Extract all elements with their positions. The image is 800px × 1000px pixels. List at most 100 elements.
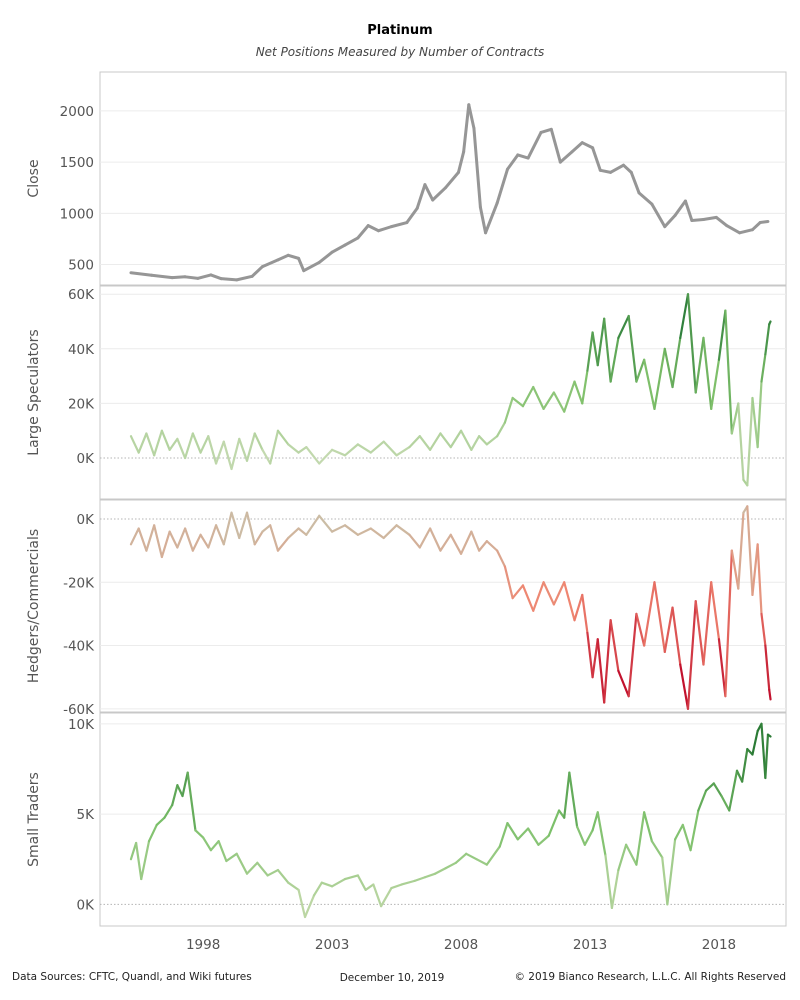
line-segment [653, 581, 666, 653]
line-segment [586, 331, 594, 372]
line-segment [697, 789, 708, 812]
panel-frame [99, 71, 787, 286]
line-segment [751, 396, 759, 449]
line-segment [635, 612, 646, 647]
line-segment [191, 533, 202, 552]
line-segment [318, 514, 334, 533]
line-segment [312, 881, 323, 897]
line-segment [184, 527, 194, 552]
line-segment [563, 581, 576, 622]
line-segment [238, 437, 249, 462]
line-segment [661, 856, 669, 906]
line-segment [129, 527, 140, 546]
line-segment [717, 638, 727, 698]
line-segment [741, 748, 749, 783]
line-segment [735, 769, 744, 783]
line-segment [552, 391, 566, 413]
y-tick-label: -60K [63, 702, 95, 718]
line-segment [444, 861, 457, 870]
line-segment [150, 273, 174, 280]
line-segment [297, 888, 307, 919]
line-segment [768, 320, 772, 326]
line-segment [549, 127, 562, 164]
y-tick-label: -40K [63, 639, 95, 655]
x-axis: 1998 2003 2008 2013 2018 [186, 937, 736, 953]
line-segment [532, 581, 545, 612]
line-segment [330, 243, 347, 254]
y-tick-label: 0K [77, 512, 96, 528]
line-segment [199, 435, 210, 454]
line-segment [459, 429, 473, 451]
panel-small_traders: 0K 5K 10K Small Traders [26, 712, 787, 927]
line-segment [163, 803, 174, 819]
line-segment [591, 331, 599, 367]
footer-copyright: © 2019 Bianco Research, L.L.C. All Right… [514, 971, 786, 983]
line-segment [408, 435, 421, 449]
line-segment [186, 771, 197, 832]
line-segment [305, 446, 321, 465]
line-segment [663, 213, 677, 229]
line-segment [511, 584, 525, 600]
line-segment [418, 435, 432, 451]
line-segment [245, 432, 256, 462]
line-segment [256, 861, 269, 877]
line-segment [160, 530, 171, 559]
line-segment [470, 435, 481, 451]
line-segment [207, 435, 218, 465]
line-segment [343, 443, 359, 457]
line-segment [250, 265, 264, 278]
line-segment [526, 130, 543, 160]
line-segment [663, 347, 674, 389]
line-segment [764, 323, 771, 356]
y-tick-label: 0K [77, 451, 96, 467]
line-segment [704, 782, 715, 792]
line-segment [737, 511, 745, 590]
line-segment [235, 274, 254, 282]
line-segment [694, 336, 705, 394]
line-segment [485, 540, 499, 552]
line-segment [724, 309, 733, 435]
line-segment [622, 163, 633, 174]
line-segment [568, 771, 579, 828]
line-segment [147, 823, 158, 843]
line-segment [317, 250, 334, 264]
line-segment [191, 432, 202, 454]
line-segment [717, 309, 727, 361]
line-segment [746, 505, 754, 597]
line-segment [276, 253, 290, 262]
line-segment [689, 809, 700, 852]
line-segment [527, 827, 540, 846]
line-segment [539, 127, 553, 134]
line-segment [369, 527, 385, 540]
line-segment [303, 894, 316, 919]
line-segment [439, 533, 452, 552]
line-segment [238, 511, 249, 540]
line-segment [674, 823, 684, 841]
y-tick-label: 1500 [60, 155, 94, 171]
line-segment [653, 347, 666, 410]
y-axis-label: Close [26, 159, 42, 197]
line-segment [129, 435, 140, 454]
line-segment [760, 612, 767, 647]
line-segment [364, 883, 375, 891]
line-segment [666, 838, 677, 906]
x-tick-label: 2013 [573, 937, 607, 953]
line-segment [245, 861, 259, 875]
line-segment [261, 448, 272, 465]
line-segment [287, 527, 300, 540]
line-segment [343, 874, 359, 881]
line-segment [176, 437, 187, 460]
line-segment [610, 868, 620, 910]
y-axis-label: Large Speculators [26, 329, 42, 455]
line-segment [276, 536, 290, 552]
line-segment [627, 314, 638, 383]
panel-close: 500 1000 1500 2000 Close [26, 71, 787, 286]
line-segment [395, 446, 411, 457]
line-segment [253, 530, 264, 546]
footer-date: December 10, 2019 [340, 972, 445, 984]
line-segment [214, 524, 225, 546]
line-segment [650, 202, 667, 229]
line-segment [171, 784, 179, 807]
line-segment [297, 446, 308, 454]
line-segment [184, 432, 194, 460]
